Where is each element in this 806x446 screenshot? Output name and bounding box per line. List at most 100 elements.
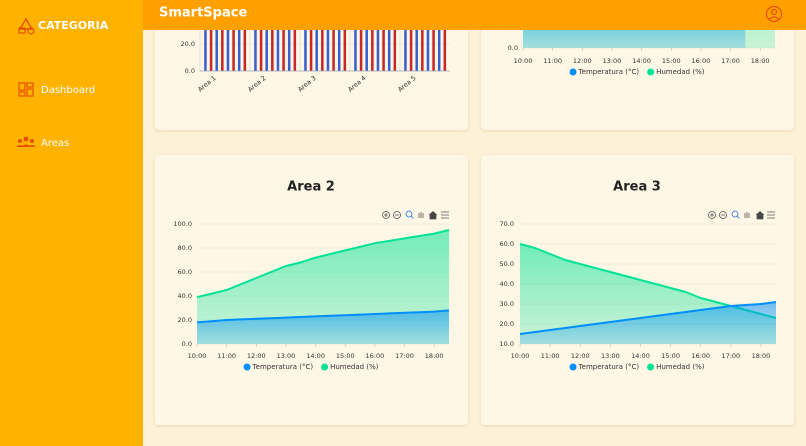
bar [387, 0, 391, 72]
bar [437, 6, 441, 72]
legend-label: Humedad (%) [656, 68, 705, 76]
series-line [196, 229, 450, 299]
y-tick-label: 100.0 [173, 220, 192, 228]
x-tick-label: 14:00 [632, 57, 651, 65]
bar [271, 0, 274, 72]
chart: Area 2 0.0 20.0 40.0 60.0 80.0 100.0 10:00 11:00… [173, 180, 450, 360]
x-tick-label: 12:00 [573, 57, 592, 65]
legend: Temperatura (°C) Humedad (%) [569, 68, 705, 76]
legend-label: Humedad (%) [330, 363, 379, 371]
bar [443, 0, 447, 72]
legend-marker [243, 363, 251, 371]
bar [354, 0, 357, 71]
bar [304, 6, 307, 72]
y-tick-label: 50.0 [500, 260, 514, 268]
x-tick-label: 11:00 [217, 352, 236, 360]
legend-label: Temperatura (°C) [578, 363, 640, 371]
chart-toolbar[interactable] [708, 210, 776, 220]
app-title: SmartSpace [159, 6, 247, 21]
bar [221, 0, 224, 72]
bar [343, 0, 347, 71]
bar [276, 0, 280, 71]
x-tick-label: 17:00 [395, 352, 414, 360]
bar [415, 3, 418, 71]
bar [409, 0, 413, 71]
sidebar [0, 0, 143, 446]
user-button[interactable] [765, 5, 783, 23]
x-tick-label: 10:00 [511, 352, 530, 360]
x-tick-label: 18:00 [425, 352, 444, 360]
x-tick-label: 11:00 [543, 57, 562, 65]
bar [243, 0, 247, 71]
chart: Area 3 10.0 20.0 30.0 40.0 50.0 60.0 70.0 10:00 1… [500, 180, 777, 360]
y-tick-label: 60.0 [178, 268, 192, 276]
bar [432, 0, 435, 72]
y-tick-label: 70.0 [500, 220, 514, 228]
nav-label: Dashboard [41, 85, 95, 96]
chart-title: Area 3 [613, 180, 661, 195]
y-tick-label: 20.0 [178, 316, 192, 324]
bar [204, 10, 207, 71]
bar [337, 4, 341, 72]
bar [426, 4, 430, 72]
nav-label: Areas [41, 138, 69, 149]
series-area [520, 302, 776, 344]
series-line [519, 301, 777, 335]
top-bar [143, 0, 806, 30]
bar [332, 0, 335, 71]
legend: Temperatura (°C) Humedad (%) [243, 363, 379, 371]
x-tick-label: 12:00 [571, 352, 590, 360]
legend-marker [647, 363, 655, 371]
x-tick-label: 10:00 [188, 352, 207, 360]
legend: Temperatura (°C) Humedad (%) [569, 363, 705, 371]
y-tick-label: 30.0 [500, 300, 514, 308]
legend-label: Humedad (%) [656, 363, 705, 371]
brand-text: CATEGORIA [38, 19, 109, 32]
bar [226, 6, 230, 72]
y-tick-label: 20.0 [500, 320, 514, 328]
bar [315, 2, 318, 71]
x-tick-label: 14:00 [306, 352, 325, 360]
legend-label: Temperatura (°C) [252, 363, 314, 371]
bar [321, 0, 324, 72]
y-tick-label: 40.0 [500, 280, 514, 288]
x-tick-label: 16:00 [692, 57, 711, 65]
legend-marker [647, 68, 655, 76]
x-tick-label: 18:00 [752, 352, 771, 360]
nav-item[interactable]: Dashboard [18, 82, 95, 97]
x-tick-label: 17:00 [721, 352, 740, 360]
legend-marker [569, 363, 577, 371]
bar [326, 8, 330, 71]
bar [309, 0, 313, 72]
bar [371, 0, 374, 71]
y-tick-label: 0.0 [182, 340, 192, 348]
x-tick-label: 15:00 [661, 352, 680, 360]
x-tick-label: 16:00 [366, 352, 385, 360]
legend-marker [569, 68, 577, 76]
bar [287, 7, 291, 72]
x-tick-label: 16:00 [691, 352, 710, 360]
bar [265, 4, 268, 72]
chart-toolbar[interactable] [382, 210, 450, 220]
y-tick-label: 60.0 [500, 240, 514, 248]
chart-title: Area 2 [287, 180, 335, 195]
y-tick-label: 0.0 [508, 44, 518, 52]
x-tick-label: 12:00 [247, 352, 266, 360]
bar [393, 0, 397, 72]
x-tick-label: 15:00 [662, 57, 681, 65]
bar [215, 8, 218, 71]
series-line [196, 309, 450, 324]
legend-label: Temperatura (°C) [578, 68, 640, 76]
y-tick-label: 20.0 [181, 40, 195, 48]
x-tick-label: 11:00 [541, 352, 560, 360]
bar [209, 0, 213, 71]
y-tick-label: 0.0 [185, 67, 195, 75]
bar [421, 0, 424, 71]
bar [237, 3, 241, 71]
nav-item[interactable]: Areas [16, 136, 69, 149]
bar [293, 0, 297, 71]
brand[interactable]: CATEGORIA [18, 17, 109, 35]
bar [254, 3, 257, 71]
